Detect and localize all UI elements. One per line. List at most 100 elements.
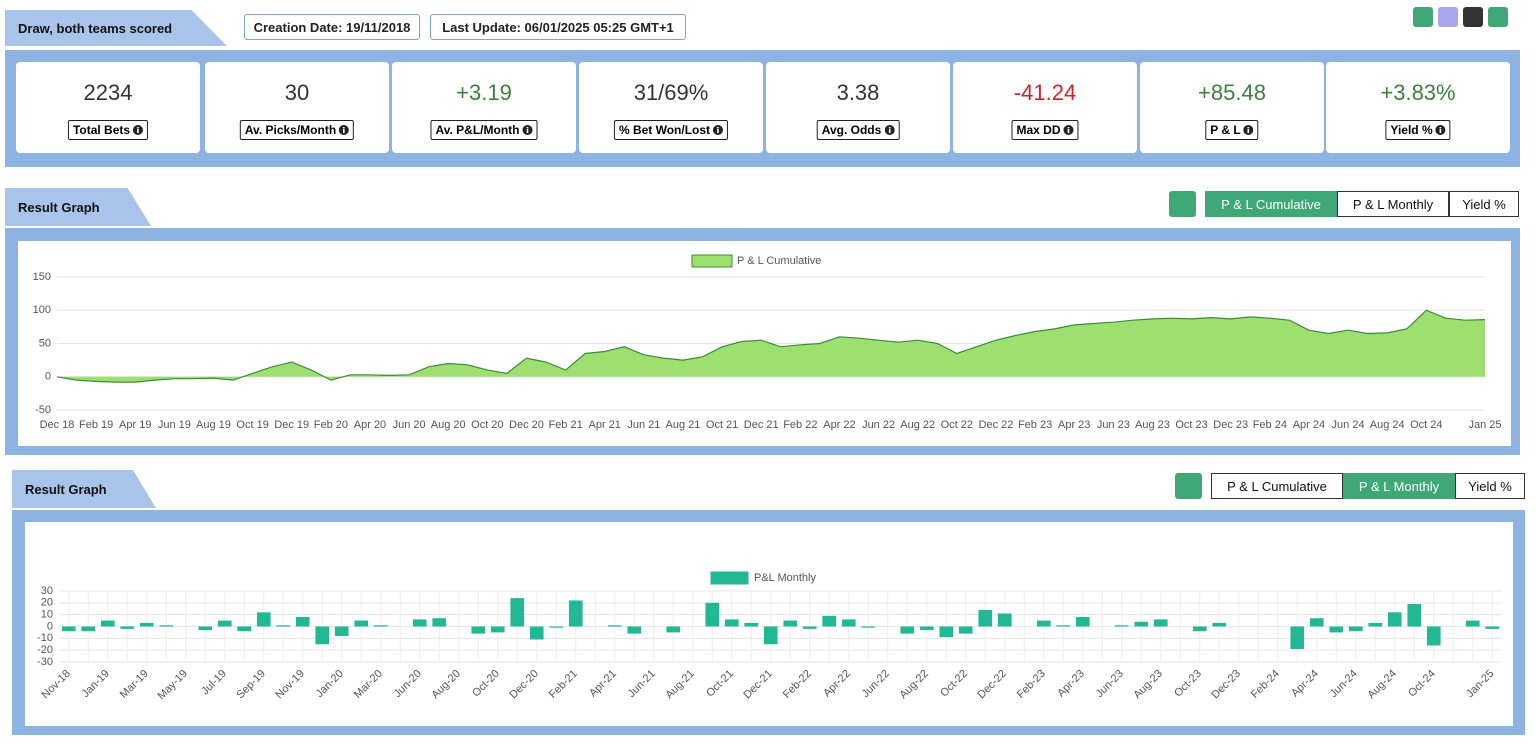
tab-button[interactable]: P & L Cumulative <box>1205 191 1337 217</box>
x-tick-label: Dec 21 <box>744 419 779 431</box>
tab-button[interactable]: P & L Cumulative <box>1211 473 1343 499</box>
x-tick-label: Apr-23 <box>1055 668 1087 700</box>
x-tick-label: Apr-22 <box>821 668 853 700</box>
stat-card: +85.48 P & L <box>1140 62 1324 153</box>
info-icon[interactable] <box>884 125 895 135</box>
x-tick-label: Feb 22 <box>783 419 817 431</box>
tab-button[interactable]: P & L Monthly <box>1337 191 1449 217</box>
info-icon[interactable] <box>1243 125 1254 135</box>
x-tick-label: Jul-19 <box>199 668 229 698</box>
bar <box>763 626 778 645</box>
x-tick-label: Jun-20 <box>392 668 424 700</box>
bar <box>1309 618 1324 627</box>
x-tick-label: Dec-22 <box>975 668 1009 702</box>
copy-icon[interactable] <box>1463 7 1483 27</box>
y-tick-label: 20 <box>41 597 53 609</box>
x-tick-label: Apr 23 <box>1058 419 1090 431</box>
x-tick-label: Aug 21 <box>666 419 701 431</box>
x-tick-label: Dec 19 <box>274 419 309 431</box>
x-tick-label: Aug 22 <box>900 419 935 431</box>
stat-card: 30 Av. Picks/Month <box>205 62 389 153</box>
bar <box>276 625 291 627</box>
bar <box>783 620 798 627</box>
stat-label-text: Total Bets <box>72 123 131 137</box>
x-tick-label: Aug-20 <box>429 668 463 702</box>
x-tick-label: Oct 19 <box>236 419 268 431</box>
download-button[interactable] <box>1169 191 1196 217</box>
x-tick-label: Dec 20 <box>509 419 544 431</box>
bar <box>666 626 681 633</box>
bar <box>1387 612 1402 627</box>
x-tick-label: Jan-25 <box>1464 668 1496 700</box>
stat-label: P & L <box>1205 120 1259 140</box>
stat-label: Av. Picks/Month <box>239 120 355 140</box>
bar <box>1348 626 1363 632</box>
bar <box>1290 626 1305 649</box>
tab-button[interactable]: P & L Monthly <box>1343 473 1455 499</box>
bar <box>919 626 934 631</box>
x-tick-label: Jun-23 <box>1094 668 1126 700</box>
x-tick-label: Dec-21 <box>741 668 775 702</box>
stat-card: 2234 Total Bets <box>16 62 200 153</box>
bar <box>354 620 369 627</box>
y-tick-label: 50 <box>39 337 51 349</box>
stat-value: +3.19 <box>456 80 512 105</box>
check-icon[interactable] <box>1413 7 1433 27</box>
bar <box>1056 625 1071 627</box>
y-tick-label: -50 <box>35 404 51 416</box>
bar <box>315 626 330 645</box>
x-tick-label: Apr-24 <box>1289 668 1321 700</box>
x-tick-label: Mar-20 <box>352 668 385 701</box>
legend-swatch <box>710 571 749 585</box>
stat-label-text: Av. Picks/Month <box>244 123 337 137</box>
bar <box>724 619 739 627</box>
stat-label-text: P & L <box>1210 123 1241 137</box>
bar <box>1407 604 1422 627</box>
x-tick-label: Feb-24 <box>1249 668 1282 701</box>
x-tick-label: Apr 20 <box>354 419 386 431</box>
x-tick-label: Oct 20 <box>471 419 503 431</box>
bar <box>607 625 622 627</box>
x-tick-label: Mar-19 <box>118 668 151 701</box>
bar <box>802 626 817 629</box>
tab-button[interactable]: Yield % <box>1455 473 1525 499</box>
download-icon[interactable] <box>1488 7 1508 27</box>
chart-panel <box>25 522 1513 726</box>
x-tick-label: May-19 <box>155 668 189 702</box>
info-icon[interactable] <box>713 125 724 135</box>
mail-icon[interactable] <box>1438 7 1458 27</box>
download-button[interactable] <box>1175 473 1202 499</box>
x-tick-label: Feb 24 <box>1253 419 1287 431</box>
info-icon[interactable] <box>1435 125 1446 135</box>
info-icon[interactable] <box>1063 125 1074 135</box>
stat-card: +3.83% Yield % <box>1326 62 1510 153</box>
bar <box>256 612 271 627</box>
stat-label-text: Avg. Odds <box>821 123 882 137</box>
bar <box>744 622 759 627</box>
stat-label: Yield % <box>1385 120 1451 140</box>
stat-value: 31/69% <box>633 80 709 105</box>
bar <box>120 626 135 629</box>
info-icon[interactable] <box>522 125 533 135</box>
bar <box>549 626 564 628</box>
x-tick-label: Feb 19 <box>79 419 113 431</box>
x-tick-label: Apr 22 <box>823 419 855 431</box>
x-tick-label: Sep-19 <box>234 668 268 702</box>
info-icon[interactable] <box>339 125 350 135</box>
bar <box>334 626 349 636</box>
info-icon[interactable] <box>133 125 144 135</box>
x-tick-label: Jun-24 <box>1328 668 1360 700</box>
x-tick-label: Dec 22 <box>979 419 1014 431</box>
x-tick-label: Dec 18 <box>40 419 75 431</box>
stat-value: -41.24 <box>1013 80 1077 105</box>
section-title: Result Graph <box>12 470 156 508</box>
bar <box>978 609 993 627</box>
x-tick-label: Feb 21 <box>548 419 582 431</box>
area-line <box>56 309 1486 383</box>
tab-button[interactable]: Yield % <box>1449 191 1519 217</box>
x-tick-label: Jan-20 <box>314 668 346 700</box>
bar <box>1075 617 1090 627</box>
x-tick-label: Jun 24 <box>1332 419 1365 431</box>
stat-value: 30 <box>284 80 310 105</box>
